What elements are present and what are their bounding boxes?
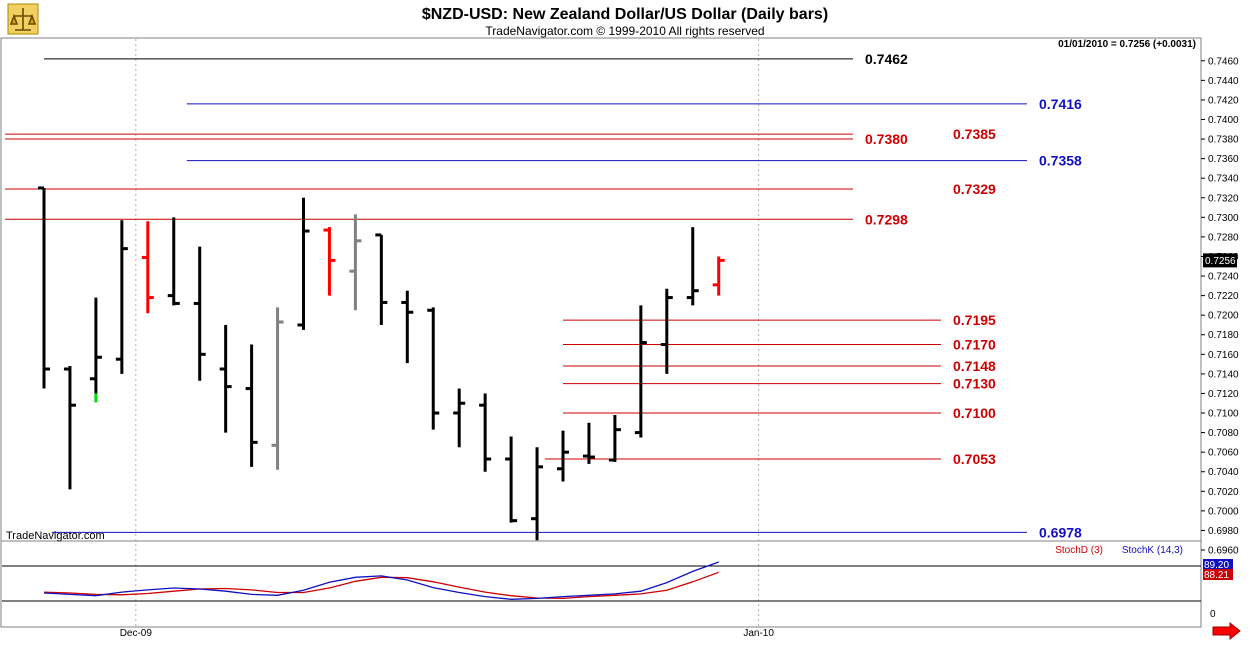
date-axis: Dec-09 Jan-10	[120, 628, 775, 639]
price-tick-label: 0.7300	[1208, 213, 1239, 224]
level-label: 0.7130	[953, 376, 996, 392]
price-tick-label: 0.7160	[1208, 350, 1239, 361]
price-tick-label: 0.7440	[1208, 76, 1239, 87]
stochk-legend: StochK (14,3)	[1122, 545, 1183, 556]
price-tick-label: 0.7280	[1208, 232, 1239, 243]
level-label: 0.7358	[1039, 153, 1082, 169]
level-label: 0.7170	[953, 337, 996, 353]
stochastic-zero-label: 0	[1210, 609, 1216, 620]
copyright-text: TradeNavigator.com © 1999-2010 All right…	[485, 24, 764, 38]
level-label: 0.7100	[953, 405, 996, 421]
stochk-value: 89.20	[1204, 560, 1229, 571]
stochd-value-tag	[1203, 569, 1233, 580]
date-label: Jan-10	[743, 628, 774, 639]
level-label: 0.7385	[953, 126, 996, 142]
stochastic-pane	[0, 540, 1202, 628]
last-price-tag: 0.7256	[1203, 253, 1237, 268]
level-label: 0.7298	[865, 211, 908, 227]
last-quote-text: 01/01/2010 = 0.7256 (+0.0031)	[1058, 39, 1196, 50]
price-tick-label: 0.7340	[1208, 174, 1239, 185]
level-label: 0.7053	[953, 451, 996, 467]
level-label: 0.7416	[1039, 96, 1082, 112]
stochd-legend: StochD (3)	[1055, 545, 1103, 556]
price-tick-label: 0.7000	[1208, 506, 1239, 517]
level-label: 0.7380	[865, 131, 908, 147]
scroll-right-arrow-icon[interactable]	[1212, 621, 1241, 641]
level-lines: 0.7462 0.7416 0.7385 0.7380 0.7358 0.7329 0.72…	[5, 51, 1082, 540]
price-tick-label: 0.7020	[1208, 487, 1239, 498]
ohlc-bars	[38, 186, 725, 541]
price-tick-label: 0.7180	[1208, 330, 1239, 341]
level-label: 0.6978	[1039, 524, 1082, 540]
price-tick-label: 0.7140	[1208, 369, 1239, 380]
trade-navigator-logo[interactable]	[7, 3, 39, 35]
price-plot-area	[0, 37, 1202, 542]
price-tick-label: 0.7080	[1208, 428, 1239, 439]
price-tick-label: 0.7420	[1208, 95, 1239, 106]
level-label: 0.7148	[953, 358, 996, 374]
stochk-value-tag	[1203, 559, 1233, 569]
price-tick-label: 0.7380	[1208, 135, 1239, 146]
level-label: 0.7462	[865, 51, 908, 67]
stochastic-lines	[2, 561, 1201, 602]
level-label: 0.7329	[953, 181, 996, 197]
price-axis: 0.7460 0.7440 0.7420 0.7400 0.7380 0.7360 0.73…	[1201, 56, 1239, 557]
price-tick-label: 0.7220	[1208, 291, 1239, 302]
price-tick-label: 0.7320	[1208, 193, 1239, 204]
date-label: Dec-09	[120, 628, 153, 639]
price-tick-label: 0.7200	[1208, 311, 1239, 322]
level-label: 0.7195	[953, 312, 996, 328]
chart-title: $NZD-USD: New Zealand Dollar/US Dollar (…	[422, 6, 828, 23]
price-tick-label: 0.6980	[1208, 526, 1239, 537]
watermark-text: TradeNavigator.com	[6, 530, 105, 542]
price-tick-label: 0.7100	[1208, 409, 1239, 420]
price-tick-label: 0.7360	[1208, 154, 1239, 165]
price-tick-label: 0.7240	[1208, 272, 1239, 283]
price-tick-label: 0.7060	[1208, 448, 1239, 459]
price-tick-label: 0.7400	[1208, 115, 1239, 126]
price-tick-label: 0.7120	[1208, 389, 1239, 400]
stochd-line	[43, 571, 719, 600]
price-tick-label: 0.6960	[1208, 546, 1239, 557]
price-tick-label: 0.7460	[1208, 56, 1239, 67]
price-tick-label: 0.7040	[1208, 467, 1239, 478]
stochd-value: 88.21	[1204, 570, 1229, 581]
stochk-line	[43, 561, 719, 600]
last-price-label: 0.7256	[1205, 256, 1236, 267]
